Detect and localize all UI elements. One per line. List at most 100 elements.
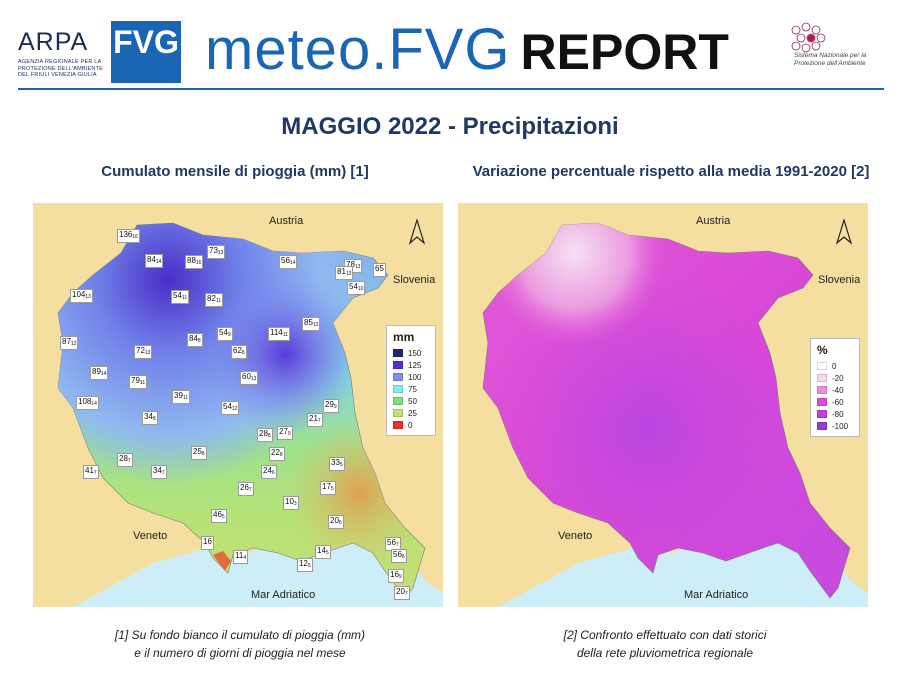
station-rainfall-mm: 33: [331, 458, 340, 467]
station-rainfall-label: 11411: [268, 327, 290, 341]
station-rain-days: 14: [289, 260, 296, 266]
legend-swatch: [393, 373, 403, 381]
station-rain-days: 5: [221, 514, 225, 520]
rainfall-map: Austria Slovenia Veneto Mar Adriatico 13…: [33, 203, 443, 607]
station-rainfall-label: 258: [191, 446, 207, 460]
station-rainfall-label: 145: [315, 545, 331, 559]
legend-label: 125: [408, 360, 422, 370]
brand-report: REPORT: [520, 24, 729, 80]
legend-swatch: [393, 421, 403, 429]
station-rainfall-mm: 54: [349, 282, 358, 291]
station-rainfall-label: 228: [269, 447, 285, 461]
station-rain-days: 13: [85, 294, 91, 300]
station-rainfall-label: 217: [307, 413, 323, 427]
station-rainfall-mm: 56: [387, 538, 396, 547]
station-rainfall-mm: 82: [207, 294, 216, 303]
station-rainfall-mm: 11: [235, 551, 244, 560]
station-rainfall-label: 848: [187, 333, 203, 347]
station-rainfall-mm: 73: [209, 246, 218, 255]
label-sea: Mar Adriatico: [684, 589, 749, 601]
station-rain-days: 11: [182, 395, 189, 401]
station-rain-days: 8: [201, 451, 205, 457]
station-rainfall-mm: 16: [390, 570, 399, 579]
station-rainfall-mm: 16: [203, 537, 212, 546]
variation-legend-item: -80: [817, 408, 853, 420]
station-rainfall-label: 568: [391, 549, 407, 563]
station-rainfall-label: 288: [257, 428, 273, 442]
station-rain-days: 7: [395, 542, 399, 548]
label-sea: Mar Adriatico: [251, 589, 316, 601]
station-rain-days: 13: [312, 322, 319, 328]
station-rain-days: 4: [243, 555, 247, 561]
station-rainfall-label: 7213: [134, 345, 153, 359]
header-divider: [18, 88, 884, 90]
station-rainfall-label: 267: [238, 482, 254, 496]
brand-meteo-fvg: meteo.FVG: [205, 17, 511, 82]
station-rain-days: 8: [152, 416, 156, 422]
rainfall-legend-item: 100: [393, 371, 429, 383]
legend-swatch: [817, 398, 827, 406]
variation-map-graphic: [458, 203, 868, 607]
map1-caption-line-1: [1] Su fondo bianco il cumulato di piogg…: [114, 628, 366, 642]
station-rainfall-mm: 26: [240, 483, 249, 492]
station-rainfall-mm: 60: [242, 372, 251, 381]
station-rainfall-mm: 14: [317, 546, 326, 555]
station-rainfall-mm: 54: [219, 328, 228, 337]
station-rainfall-label: 8712: [60, 336, 79, 350]
legend-label: 0: [832, 361, 837, 371]
rainfall-legend-item: 25: [393, 407, 429, 419]
station-rain-days: 13: [345, 271, 352, 277]
station-rainfall-mm: 84: [147, 255, 156, 264]
legend-label: -60: [832, 397, 844, 407]
low-rainfall-southeast: [58, 223, 425, 598]
label-austria: Austria: [269, 215, 304, 227]
station-rainfall-label: 206: [328, 515, 344, 529]
station-rainfall-label: 417: [83, 465, 99, 479]
legend-swatch: [817, 422, 827, 430]
legend-label: 100: [408, 372, 422, 382]
station-rainfall-mm: 46: [213, 510, 222, 519]
arpa-fvg-logo: ARPA Agenzia regionale per la protezione…: [18, 18, 183, 86]
station-rainfall-mm: 72: [136, 346, 145, 355]
station-rain-days: 13: [250, 376, 257, 382]
station-rain-days: 14: [100, 371, 107, 377]
variation-legend-item: 0: [817, 360, 853, 372]
map1-title: Cumulato mensile di pioggia (mm) [1]: [101, 163, 369, 180]
meteo-fvg-report-brand: meteo.FVG REPORT: [205, 18, 729, 82]
rainfall-legend-item: 0: [393, 419, 429, 431]
station-rain-days: 7: [317, 418, 321, 424]
legend-swatch: [393, 349, 403, 357]
variation-legend-item: -60: [817, 396, 853, 408]
rainfall-legend-items: 150 125 100 75 50 25 0: [393, 347, 429, 431]
station-rainfall-mm: 28: [259, 429, 268, 438]
legend-label: 50: [408, 396, 417, 406]
station-rain-days: 7: [161, 470, 165, 476]
legend-swatch: [393, 361, 403, 369]
label-veneto: Veneto: [133, 530, 168, 542]
label-veneto: Veneto: [558, 530, 593, 542]
fvg-badge: FVG: [111, 21, 181, 83]
station-rainfall-mm: 89: [92, 367, 101, 376]
station-rainfall-mm: 22: [271, 448, 280, 457]
station-rain-days: 5: [339, 462, 343, 468]
station-rainfall-mm: 81: [337, 267, 346, 276]
station-rain-days: 9: [333, 404, 337, 410]
station-rain-days: 14: [91, 401, 97, 407]
station-rainfall-label: 347: [151, 465, 167, 479]
station-rain-days: 9: [398, 574, 402, 580]
station-rainfall-label: 287: [117, 453, 133, 467]
station-rainfall-label: 8113: [335, 266, 354, 280]
station-rainfall-label: 299: [323, 399, 339, 413]
variation-legend-items: 0 -20 -40 -60 -80 -100: [817, 360, 853, 432]
station-rainfall-mm: 56: [281, 256, 290, 265]
map2-caption: [2] Confronto effettuato con dati storic…: [460, 626, 870, 662]
station-rainfall-label: 169: [388, 569, 404, 583]
variation-legend-item: -20: [817, 372, 853, 384]
snpa-text: Sistema Nazionale per la Protezione dell…: [794, 52, 867, 67]
station-rainfall-label: 10413: [70, 289, 93, 303]
rainfall-legend-item: 125: [393, 359, 429, 371]
station-rainfall-mm: 20: [330, 516, 339, 525]
low-deficit-northwest: [483, 223, 850, 598]
station-rain-days: 7: [404, 591, 408, 597]
station-rain-days: 7: [127, 458, 131, 464]
